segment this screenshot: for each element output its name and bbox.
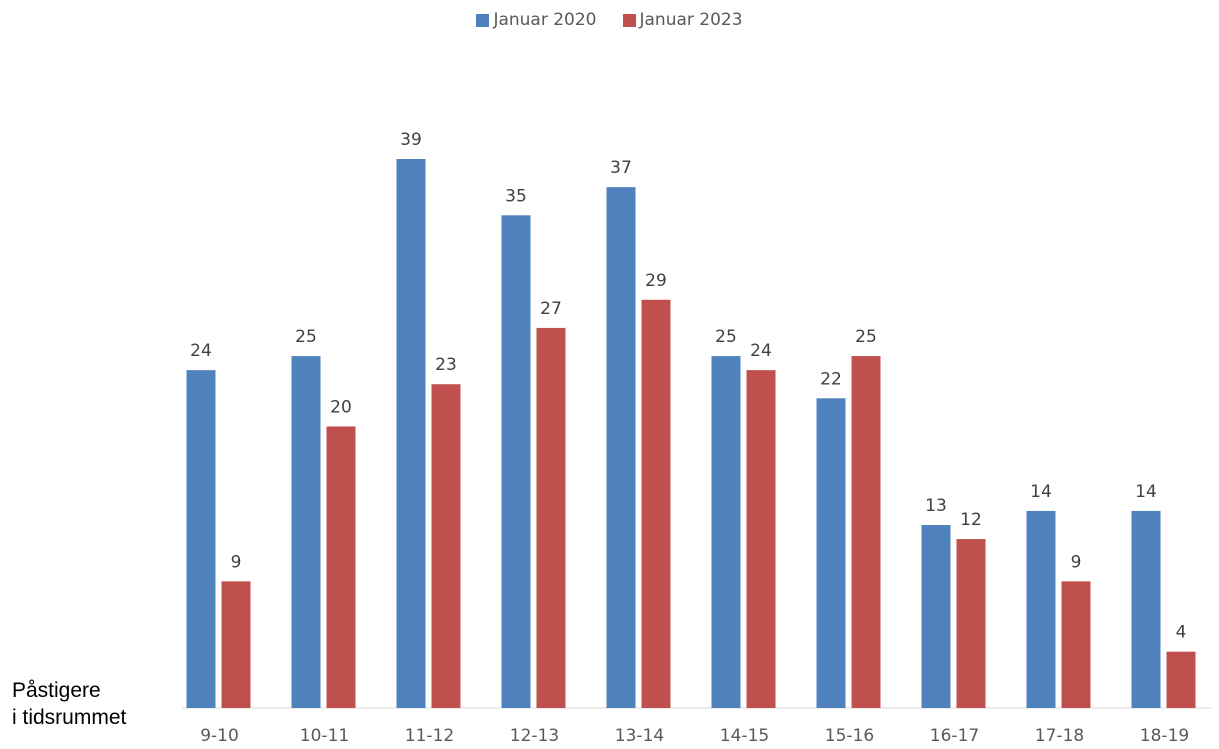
data-label-series-2-11-12: 23 xyxy=(435,355,457,375)
legend-item-series-1: Januar 2020 xyxy=(476,10,597,30)
bar-series-2-17-18 xyxy=(1061,581,1091,708)
bar-series-2-18-19 xyxy=(1166,651,1196,708)
y-axis-label-line-1: Påstigere xyxy=(12,679,101,702)
bar-series-1-14-15 xyxy=(711,356,741,708)
data-label-series-1-15-16: 22 xyxy=(820,369,842,389)
x-tick-label-15-16: 15-16 xyxy=(825,726,874,746)
bar-series-2-14-15 xyxy=(746,370,776,708)
data-label-series-1-16-17: 13 xyxy=(925,496,947,516)
bar-series-2-9-10 xyxy=(221,581,251,708)
data-label-series-2-18-19: 4 xyxy=(1176,623,1187,643)
y-axis-label-line-2: i tidsrummet xyxy=(12,706,127,729)
bar-series-2-16-17 xyxy=(956,539,986,708)
legend-item-series-2: Januar 2023 xyxy=(622,10,743,30)
data-label-series-2-15-16: 25 xyxy=(855,327,877,347)
y-axis-label: Påstigere i tidsrummet xyxy=(12,677,126,731)
bar-series-2-15-16 xyxy=(851,356,881,708)
data-label-series-2-9-10: 9 xyxy=(231,552,242,572)
x-tick-label-16-17: 16-17 xyxy=(930,726,979,746)
bar-series-1-18-19 xyxy=(1131,510,1161,708)
x-tick-label-14-15: 14-15 xyxy=(720,726,769,746)
data-label-series-1-9-10: 24 xyxy=(190,341,212,361)
bar-series-1-17-18 xyxy=(1026,510,1056,708)
bar-series-1-15-16 xyxy=(816,398,846,708)
bar-series-1-16-17 xyxy=(921,525,951,708)
data-label-series-1-17-18: 14 xyxy=(1030,482,1052,502)
data-label-series-1-11-12: 39 xyxy=(400,130,422,150)
data-label-series-2-10-11: 20 xyxy=(330,397,352,417)
x-tick-label-17-18: 17-18 xyxy=(1035,726,1084,746)
x-tick-label-11-12: 11-12 xyxy=(405,726,454,746)
data-label-series-1-18-19: 14 xyxy=(1135,482,1157,502)
data-label-series-1-10-11: 25 xyxy=(295,327,317,347)
bar-series-1-9-10 xyxy=(186,370,216,708)
x-tick-label-13-14: 13-14 xyxy=(615,726,664,746)
data-label-series-2-17-18: 9 xyxy=(1071,552,1082,572)
legend-label-series-1: Januar 2020 xyxy=(493,10,597,30)
bar-series-2-13-14 xyxy=(641,299,671,708)
bar-series-2-10-11 xyxy=(326,426,356,708)
data-label-series-1-12-13: 35 xyxy=(505,186,527,206)
data-label-series-1-14-15: 25 xyxy=(715,327,737,347)
x-tick-label-18-19: 18-19 xyxy=(1140,726,1189,746)
legend-swatch-series-2 xyxy=(622,13,636,27)
legend-swatch-series-1 xyxy=(476,13,490,27)
data-label-series-2-13-14: 29 xyxy=(645,271,667,291)
bar-series-1-10-11 xyxy=(291,356,321,708)
legend-label-series-2: Januar 2023 xyxy=(639,10,743,30)
data-label-series-2-14-15: 24 xyxy=(750,341,772,361)
x-tick-label-10-11: 10-11 xyxy=(300,726,349,746)
data-label-series-2-16-17: 12 xyxy=(960,510,982,530)
data-label-series-2-12-13: 27 xyxy=(540,299,562,319)
data-label-series-1-13-14: 37 xyxy=(610,158,632,178)
legend: Januar 2020 Januar 2023 xyxy=(0,10,1219,30)
bar-series-1-13-14 xyxy=(606,187,636,709)
x-tick-label-9-10: 9-10 xyxy=(200,726,239,746)
bar-series-2-11-12 xyxy=(431,384,461,708)
bar-series-1-12-13 xyxy=(501,215,531,709)
bar-series-2-12-13 xyxy=(536,327,566,708)
x-tick-label-12-13: 12-13 xyxy=(510,726,559,746)
bar-series-1-11-12 xyxy=(396,159,426,708)
